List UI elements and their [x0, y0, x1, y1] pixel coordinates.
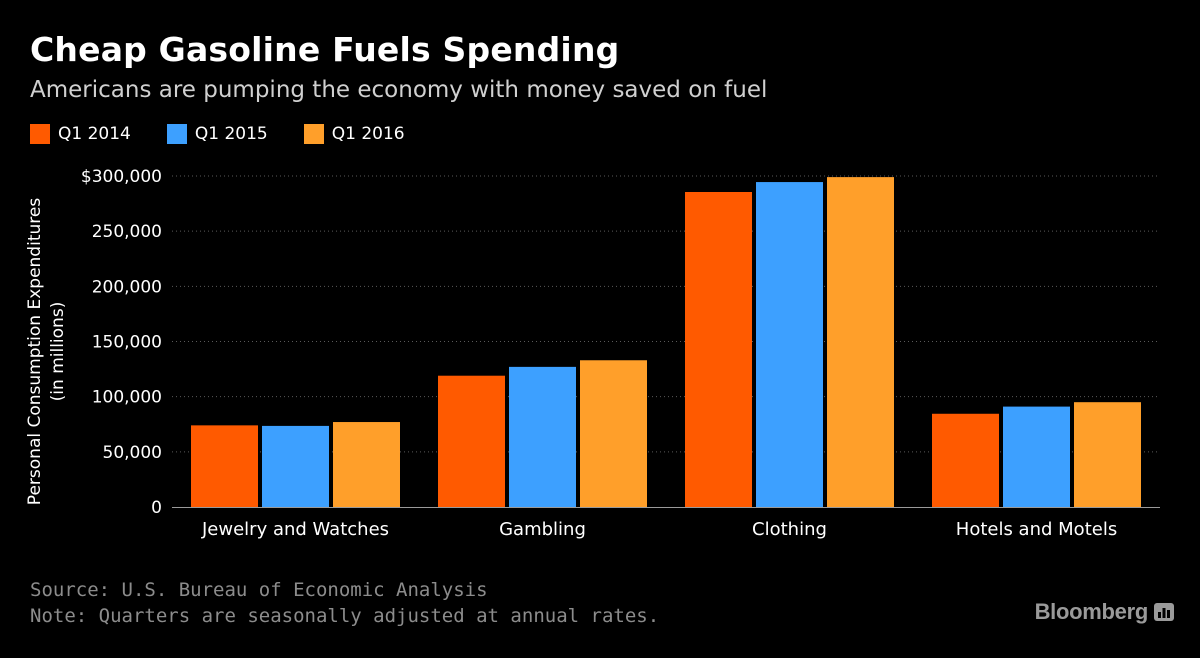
y-tick-label: 250,000: [92, 222, 162, 242]
legend: Q1 2014 Q1 2015 Q1 2016: [30, 124, 441, 144]
legend-label-q1-2016: Q1 2016: [331, 124, 405, 144]
y-axis-label-line: (in millions): [48, 302, 68, 402]
bar: [1003, 406, 1070, 507]
legend-item-q1-2016: Q1 2016: [303, 124, 405, 144]
legend-swatch-q1-2015: [166, 124, 187, 144]
x-tick-label: Gambling: [499, 519, 586, 540]
bar: [932, 413, 999, 507]
brand-name: Bloomberg: [1034, 599, 1149, 624]
legend-item-q1-2014: Q1 2014: [30, 124, 131, 144]
y-axis-label-line: Personal Consumption Expenditures: [25, 198, 45, 506]
footer: Source: U.S. Bureau of Economic Analysis…: [30, 577, 659, 629]
chart-subtitle: Americans are pumping the economy with m…: [30, 77, 768, 103]
y-tick-label: 150,000: [92, 333, 162, 353]
legend-swatch-q1-2014: [30, 124, 50, 144]
bar: [509, 366, 576, 507]
methodology-note: Note: Quarters are seasonally adjusted a…: [30, 605, 660, 627]
brand-logo: Bloomberg: [1035, 599, 1174, 625]
chart-title: Cheap Gasoline Fuels Spending: [30, 30, 620, 69]
y-tick-label: 100,000: [92, 388, 162, 408]
y-tick-label: $300,000: [81, 167, 162, 187]
y-tick-label: 200,000: [92, 277, 162, 297]
legend-swatch-q1-2016: [303, 124, 324, 144]
legend-label-q1-2015: Q1 2015: [194, 124, 268, 144]
x-tick-label: Jewelry and Watches: [201, 519, 389, 540]
legend-label-q1-2014: Q1 2014: [58, 124, 131, 144]
x-tick-label: Clothing: [752, 519, 827, 540]
bar: [1074, 402, 1141, 507]
bar: [333, 422, 400, 507]
bar: [685, 191, 752, 507]
bar: [262, 425, 329, 507]
bar: [827, 177, 894, 507]
source-note: Source: U.S. Bureau of Economic Analysis: [30, 579, 488, 601]
bar-chart-icon: [1154, 603, 1174, 621]
bar: [756, 182, 823, 507]
legend-item-q1-2015: Q1 2015: [166, 124, 268, 144]
bar: [438, 375, 505, 507]
y-tick-label: 50,000: [103, 443, 162, 463]
y-tick-label: 0: [151, 498, 162, 518]
bar: [191, 425, 258, 507]
y-axis-label: Personal Consumption Expenditures (in mil…: [25, 198, 68, 506]
bar: [580, 360, 647, 507]
x-tick-label: Hotels and Motels: [956, 519, 1117, 540]
